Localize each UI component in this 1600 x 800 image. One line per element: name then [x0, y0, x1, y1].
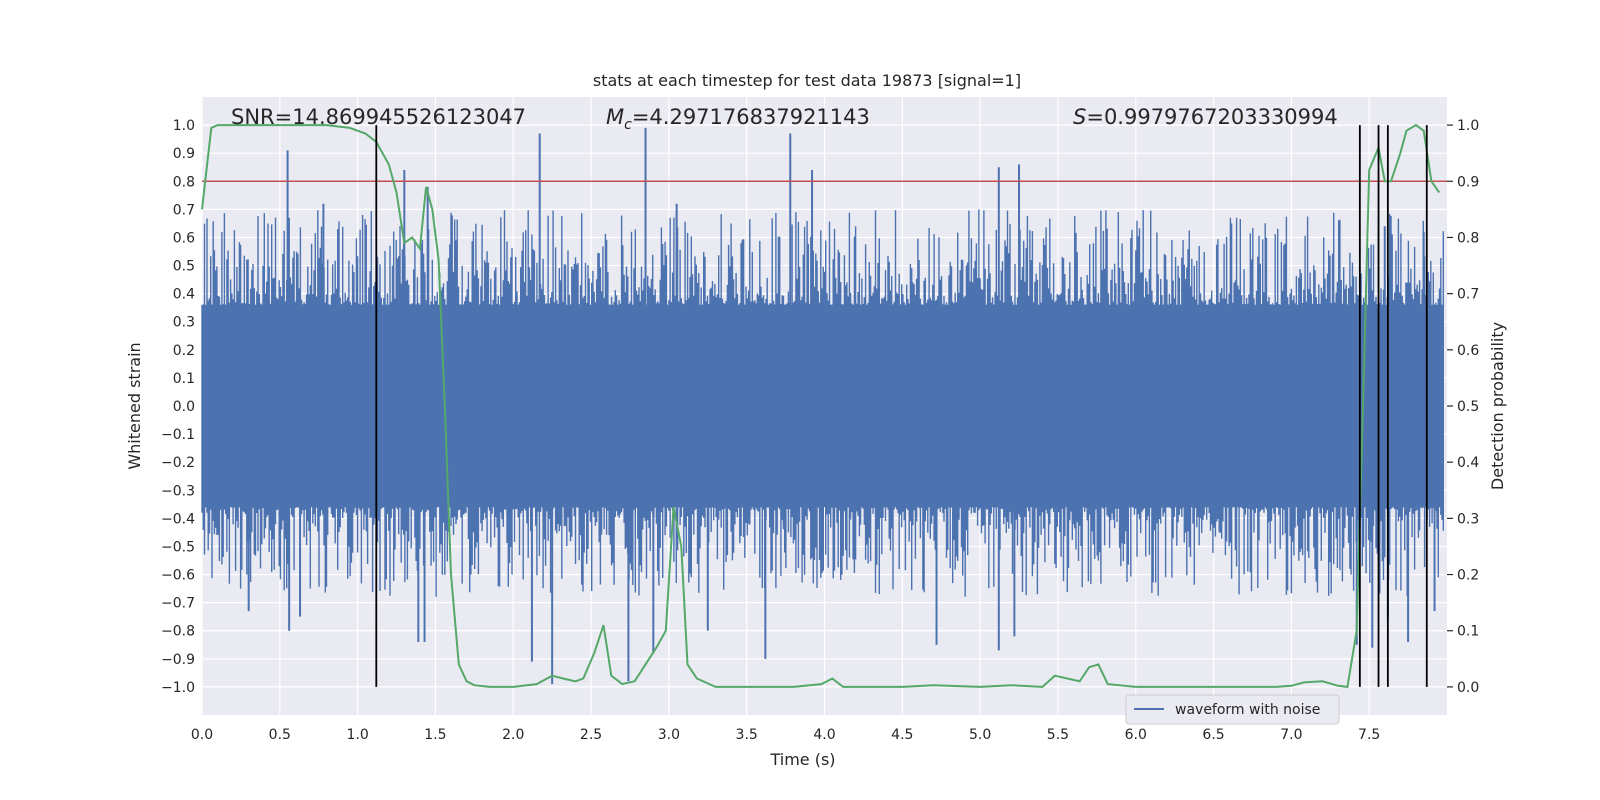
x-axis-label: Time (s)	[769, 750, 835, 769]
right-tick-label: 0.3	[1457, 511, 1479, 527]
x-tick-label: 3.5	[736, 727, 758, 743]
x-axis-ticks: 0.0 0.5 1.0 1.5 2.0 2.5 3.0 3.5 4.0 4.5 5.0 5.5 6.0 6…	[191, 727, 1380, 743]
left-tick-label: 0.9	[173, 146, 195, 162]
score-annotation: S=0.9979767203330994	[1073, 105, 1338, 129]
snr-annotation: SNR=14.869945526123047	[231, 105, 526, 129]
x-tick-label: 6.5	[1202, 727, 1224, 743]
left-tick-label: 0.1	[173, 371, 195, 387]
right-axis-label: Detection probability	[1488, 322, 1507, 490]
left-tick-label: 0.4	[173, 287, 195, 303]
x-tick-label: 5.5	[1047, 727, 1069, 743]
right-tick-label: 0.6	[1457, 343, 1479, 359]
waveform-series	[201, 127, 1444, 685]
left-axis-ticks: −1.0 −0.9 −0.8 −0.7 −0.6 −0.5 −0.4 −0.3 −0.2 −0.1…	[161, 118, 195, 696]
left-tick-label: 0.0	[173, 399, 195, 415]
waveform-noise-peaks	[201, 209, 1444, 597]
chirp-mass-subscript: c	[624, 117, 632, 133]
right-tick-label: 0.2	[1457, 568, 1479, 584]
legend-box	[1125, 694, 1340, 725]
x-tick-label: 5.0	[969, 727, 991, 743]
left-tick-label: −0.3	[161, 483, 195, 499]
event-lines	[375, 125, 1428, 687]
left-tick-label: 0.5	[173, 259, 195, 275]
left-tick-label: 0.2	[173, 343, 195, 359]
right-tick-label: 1.0	[1457, 118, 1479, 134]
left-tick-label: −0.8	[161, 624, 195, 640]
left-tick-label: −0.4	[161, 511, 195, 527]
x-tick-label: 1.0	[346, 727, 368, 743]
score-symbol: S	[1073, 105, 1086, 129]
legend-label: waveform with noise	[1175, 702, 1320, 718]
legend: waveform with noise	[1125, 694, 1340, 725]
x-tick-label: 0.5	[269, 727, 291, 743]
left-tick-label: 1.0	[173, 118, 195, 134]
right-tick-label: 0.7	[1457, 287, 1479, 303]
right-tick-label: 0.5	[1457, 399, 1479, 415]
left-tick-label: 0.3	[173, 315, 195, 331]
left-tick-label: −0.9	[161, 652, 195, 668]
x-tick-label: 7.0	[1280, 727, 1302, 743]
score-value: =0.9979767203330994	[1086, 105, 1337, 129]
chirp-mass-symbol: M	[606, 105, 624, 129]
x-tick-label: 7.5	[1358, 727, 1380, 743]
left-tick-label: −1.0	[161, 680, 195, 696]
right-tick-label: 0.1	[1457, 624, 1479, 640]
right-axis-ticks: 0.0 0.1 0.2 0.3 0.4 0.5 0.6 0.7 0.8 0.9 1.0	[1447, 118, 1479, 696]
left-tick-label: −0.6	[161, 568, 195, 584]
right-tick-label: 0.0	[1457, 680, 1479, 696]
x-tick-label: 4.0	[813, 727, 835, 743]
chart-title: stats at each timestep for test data 198…	[593, 71, 1021, 90]
x-tick-label: 1.5	[424, 727, 446, 743]
left-tick-label: 0.6	[173, 230, 195, 246]
left-axis-label: Whitened strain	[125, 342, 144, 469]
left-tick-label: 0.8	[173, 174, 195, 190]
x-tick-label: 3.0	[658, 727, 680, 743]
left-tick-label: −0.2	[161, 455, 195, 471]
probability-line	[201, 123, 1441, 689]
x-tick-label: 4.5	[891, 727, 913, 743]
right-tick-label: 0.8	[1457, 230, 1479, 246]
right-tick-label: 0.4	[1457, 455, 1479, 471]
probability-series	[201, 123, 1441, 689]
x-tick-label: 0.0	[191, 727, 213, 743]
left-tick-label: −0.1	[161, 427, 195, 443]
x-tick-label: 2.0	[502, 727, 524, 743]
chirp-mass-annotation: Mc=4.297176837921143	[606, 105, 870, 133]
left-tick-label: −0.7	[161, 596, 195, 612]
x-tick-label: 6.0	[1125, 727, 1147, 743]
x-tick-label: 2.5	[580, 727, 602, 743]
left-tick-label: −0.5	[161, 539, 195, 555]
right-tick-label: 0.9	[1457, 174, 1479, 190]
left-tick-label: 0.7	[173, 202, 195, 218]
chirp-mass-value: =4.297176837921143	[632, 105, 870, 129]
